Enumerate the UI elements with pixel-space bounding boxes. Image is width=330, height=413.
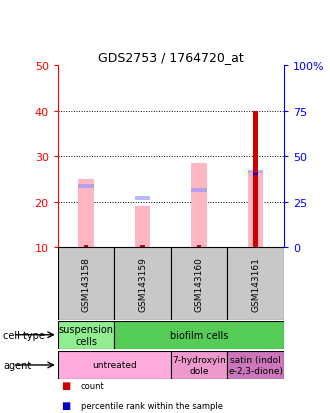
Bar [191, 189, 207, 192]
Bar [135, 207, 150, 248]
Bar [248, 173, 263, 248]
Bar [253, 173, 258, 175]
FancyBboxPatch shape [58, 321, 114, 349]
Text: GSM143161: GSM143161 [251, 256, 260, 311]
FancyBboxPatch shape [58, 351, 171, 379]
Text: GSM143160: GSM143160 [194, 256, 204, 311]
Bar [84, 245, 88, 248]
Text: count: count [81, 381, 105, 390]
FancyBboxPatch shape [114, 321, 284, 349]
Text: GSM143159: GSM143159 [138, 256, 147, 311]
Bar [135, 197, 150, 200]
Text: cell type: cell type [3, 330, 45, 340]
FancyBboxPatch shape [227, 248, 284, 320]
Bar [140, 245, 145, 248]
Text: GSM143158: GSM143158 [82, 256, 90, 311]
Text: percentile rank within the sample: percentile rank within the sample [81, 401, 223, 410]
Text: untreated: untreated [92, 361, 137, 370]
Bar [78, 184, 94, 189]
Bar [78, 180, 94, 248]
Text: 7-hydroxyin
dole: 7-hydroxyin dole [172, 356, 226, 375]
Bar [253, 112, 258, 248]
Text: ■: ■ [61, 400, 70, 410]
Text: suspension
cells: suspension cells [58, 324, 114, 346]
Text: ■: ■ [61, 380, 70, 390]
FancyBboxPatch shape [171, 351, 227, 379]
Text: satin (indol
e-2,3-dione): satin (indol e-2,3-dione) [228, 356, 283, 375]
FancyBboxPatch shape [227, 351, 284, 379]
Text: agent: agent [3, 360, 32, 370]
FancyBboxPatch shape [58, 248, 114, 320]
FancyBboxPatch shape [114, 248, 171, 320]
Title: GDS2753 / 1764720_at: GDS2753 / 1764720_at [98, 50, 244, 64]
FancyBboxPatch shape [171, 248, 227, 320]
Bar [197, 245, 201, 248]
Bar [191, 164, 207, 248]
Text: biofilm cells: biofilm cells [170, 330, 228, 340]
Bar [248, 171, 263, 174]
